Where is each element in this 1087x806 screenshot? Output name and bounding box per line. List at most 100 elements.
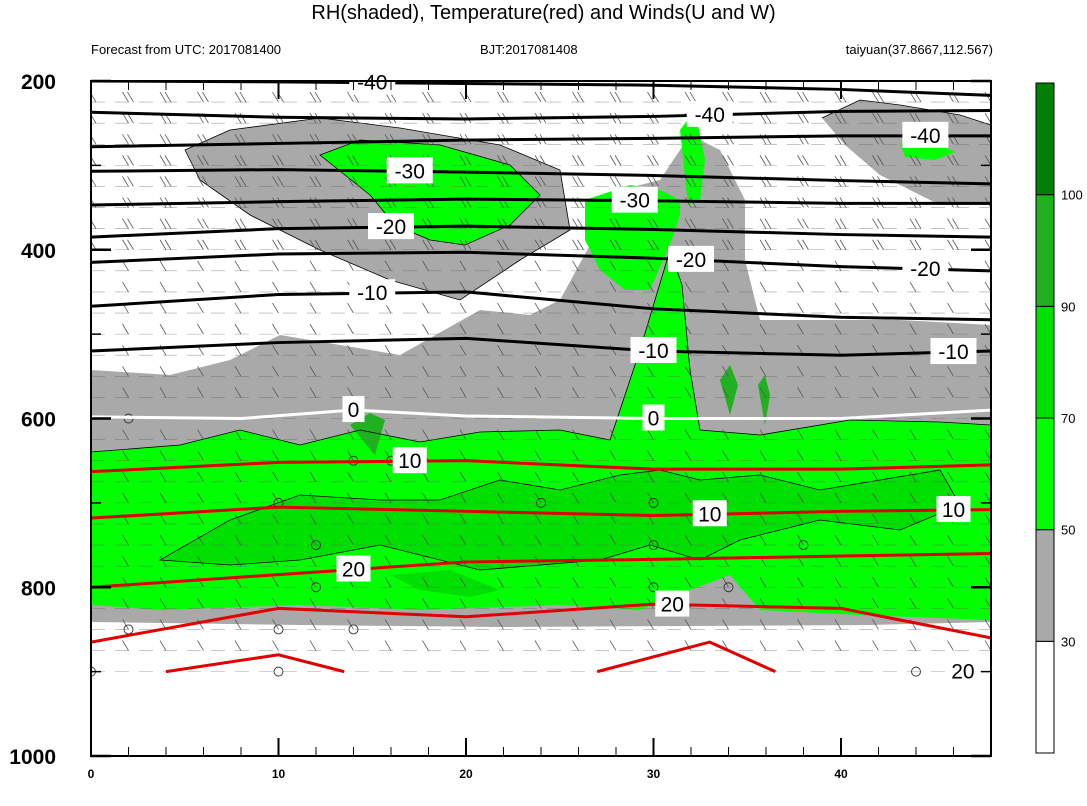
contour-label: 10 (398, 450, 421, 473)
wind-barb (459, 155, 467, 166)
wind-barb (689, 176, 697, 187)
wind-barb (572, 492, 579, 504)
wind-barb (572, 471, 579, 482)
wind-barb (834, 577, 842, 588)
wind-barb (384, 450, 392, 461)
wind-barb (384, 345, 392, 356)
wind-barb (797, 513, 804, 525)
wind-barb (909, 471, 917, 482)
wind-barb (947, 218, 954, 229)
wind-barb (647, 218, 654, 229)
wind-barb (609, 91, 617, 103)
wind-barb (122, 640, 129, 651)
wind-barb (759, 534, 767, 546)
wind-barb (689, 155, 697, 166)
wind-barb (459, 619, 467, 630)
wind-barb (947, 577, 954, 588)
wind-barb (272, 534, 279, 546)
wind-barb (272, 492, 279, 504)
calm-wind-marker (348, 624, 359, 635)
wind-barb (422, 513, 429, 525)
wind-barb (234, 91, 242, 103)
wind-barb (502, 239, 509, 250)
wind-barb (722, 281, 729, 293)
wind-barb (872, 91, 879, 103)
wind-barb (947, 619, 954, 630)
wind-barb (197, 640, 204, 651)
wind-barb (234, 534, 242, 546)
wind-barb (464, 176, 472, 187)
wind-barb (352, 155, 359, 166)
colorbar: 30 50 70 90 100 (1035, 82, 1083, 754)
wind-barb (834, 492, 842, 504)
wind-barb (952, 176, 959, 187)
wind-barb (497, 450, 504, 461)
wind-barb (834, 155, 842, 166)
wind-barb (722, 450, 729, 461)
wind-barb (277, 176, 284, 187)
wind-barb (534, 155, 542, 166)
contour-label: -40 (695, 104, 725, 127)
wind-barb (309, 366, 317, 377)
wind-barb (722, 534, 729, 546)
wind-barb (234, 619, 242, 630)
wind-barb (609, 492, 617, 504)
wind-barb (572, 577, 579, 588)
wind-barb (909, 429, 917, 440)
wind-barb (834, 239, 842, 250)
colorbar-label: 50 (1061, 523, 1075, 538)
wind-barb (834, 218, 842, 229)
wind-barb (272, 281, 279, 293)
wind-barb (422, 619, 429, 630)
temperature-contour-labels: -40 -40 -40 -30 -30 -20 -20 -20 -10 -10 -10 0 0 10 10 1… (336, 68, 980, 684)
wind-barb (797, 218, 804, 229)
wind-barb (459, 492, 467, 504)
wind-barb (759, 281, 767, 293)
wind-barb (459, 91, 467, 103)
wind-barb (727, 155, 734, 166)
wind-barb (572, 619, 579, 630)
wind-barb (159, 366, 167, 377)
wind-barb (872, 366, 879, 377)
wind-barb (497, 239, 504, 250)
wind-barb (947, 239, 954, 250)
wind-barb (159, 534, 167, 546)
wind-barb (197, 260, 204, 272)
wind-barb (684, 387, 692, 398)
wind-barb (309, 323, 317, 335)
wind-barb (91, 156, 97, 166)
wind-barb (722, 323, 729, 335)
wind-barb (197, 176, 204, 187)
wind-barb (647, 91, 654, 103)
wind-barb (647, 155, 654, 166)
wind-barb (347, 598, 354, 609)
wind-barb (722, 366, 729, 377)
wind-barb (459, 281, 467, 293)
wind-barb (647, 450, 654, 461)
wind-barb (422, 387, 429, 398)
temperature-contour-line (91, 224, 991, 239)
wind-barb (384, 492, 392, 504)
wind-barb (609, 534, 617, 546)
contour-label: -40 (910, 125, 940, 148)
rh-region-green (680, 110, 705, 205)
wind-barb (872, 534, 879, 546)
wind-barb (347, 450, 354, 461)
wind-barb (652, 112, 659, 124)
wind-barb (947, 281, 954, 293)
wind-barb (797, 323, 804, 335)
temperature-contour-line (91, 336, 991, 357)
wind-barb (272, 619, 279, 630)
wind-barb (347, 239, 354, 250)
wind-barb (947, 387, 954, 398)
wind-barb (122, 366, 129, 377)
wind-barb (122, 429, 129, 440)
wind-barb (609, 640, 617, 651)
wind-barb (384, 387, 392, 398)
wind-barb (422, 492, 429, 504)
wind-barb (127, 155, 134, 166)
wind-barb (384, 555, 392, 567)
wind-barb (272, 366, 279, 377)
temperature-contour-line (596, 640, 776, 674)
wind-barb (797, 112, 804, 124)
